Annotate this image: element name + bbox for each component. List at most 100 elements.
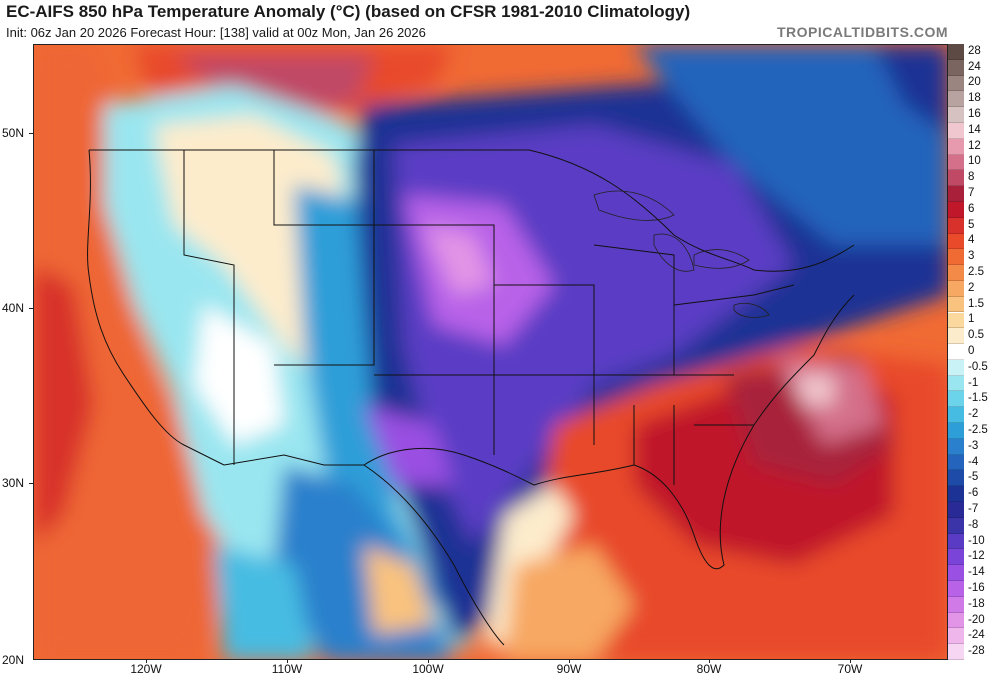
colorbar-swatch <box>948 423 964 439</box>
colorbar-label: -2 <box>968 408 979 421</box>
lon-tick <box>569 659 570 663</box>
lon-label-100w: 100W <box>412 662 444 676</box>
colorbar-swatch <box>948 265 964 281</box>
lat-tick <box>29 133 33 134</box>
colorbar-label: -0.5 <box>968 360 988 373</box>
colorbar-swatch <box>948 549 964 566</box>
forecast-info: Init: 06z Jan 20 2026 Forecast Hour: [13… <box>6 25 426 40</box>
colorbar-swatch <box>948 517 964 534</box>
lon-tick <box>146 659 147 663</box>
colorbar-label: 1 <box>968 313 975 326</box>
colorbar-label: 1.5 <box>968 297 984 310</box>
colorbar-swatch <box>948 375 964 392</box>
colorbar-label: -28 <box>968 645 985 658</box>
colorbar-legend: 28 24 20 18 16 14 12 10 8 7 6 5 4 3 2.5 2 1.5 1 0.5 0 -0.5 -1… <box>948 44 1000 660</box>
colorbar-label: -1.5 <box>968 392 988 405</box>
colorbar-swatch <box>948 296 964 313</box>
lon-label-120w: 120W <box>130 662 162 676</box>
lat-label-20n: 20N <box>2 653 25 667</box>
colorbar-label: 6 <box>968 202 975 215</box>
lakes-outline <box>593 190 770 318</box>
colorbar-swatch <box>948 122 964 139</box>
colorbar-swatch <box>948 170 964 187</box>
lon-tick <box>709 659 710 663</box>
colorbar-label: -8 <box>968 518 979 531</box>
lon-tick <box>287 659 288 663</box>
colorbar-swatch <box>948 644 964 660</box>
colorbar-label: 3 <box>968 250 975 263</box>
colorbar-swatch <box>948 138 964 155</box>
colorbar-label: 12 <box>968 139 981 152</box>
colorbar-label: 28 <box>968 44 981 57</box>
lon-tick <box>850 659 851 663</box>
colorbar-swatch <box>948 502 964 518</box>
colorbar-label: 2.5 <box>968 266 984 279</box>
colorbar-swatch <box>948 470 964 487</box>
lat-label-50n: 50N <box>2 126 25 140</box>
colorbar-swatch <box>948 233 964 250</box>
colorbar-swatch <box>948 280 964 297</box>
lat-label-30n: 30N <box>2 476 25 490</box>
colorbar-label: 18 <box>968 92 981 105</box>
colorbar-swatch <box>948 44 964 60</box>
colorbar-label: 8 <box>968 171 975 184</box>
colorbar-label: -14 <box>968 566 985 579</box>
colorbar-label: 20 <box>968 76 981 89</box>
colorbar-label: -18 <box>968 597 985 610</box>
site-brand: TROPICALTIDBITS.COM <box>776 24 948 40</box>
colorbar-label: 0.5 <box>968 329 984 342</box>
colorbar-swatch <box>948 59 964 76</box>
colorbar-swatch <box>948 628 964 645</box>
colorbar-swatch <box>948 486 964 503</box>
colorbar-label: 4 <box>968 234 975 247</box>
colorbar-label: -16 <box>968 581 985 594</box>
lon-tick <box>428 659 429 663</box>
colorbar-label: -2.5 <box>968 423 988 436</box>
colorbar-swatch <box>948 581 964 597</box>
colorbar-label: 14 <box>968 123 981 136</box>
colorbar-label: -24 <box>968 629 985 642</box>
colorbar-swatch <box>948 454 964 471</box>
colorbar-swatch <box>948 359 964 376</box>
colorbar-label: 0 <box>968 345 975 357</box>
lon-label-90w: 90W <box>556 662 582 676</box>
colorbar-swatch <box>948 312 964 329</box>
colorbar-swatch <box>948 344 964 360</box>
lon-label-110w: 110W <box>271 662 303 676</box>
colorbar-label: 24 <box>968 60 981 73</box>
colorbar-label: -20 <box>968 613 985 626</box>
chart-title: EC-AIFS 850 hPa Temperature Anomaly (°C)… <box>6 2 691 21</box>
colorbar-swatch <box>948 612 964 629</box>
lat-tick <box>29 308 33 309</box>
colorbar-swatch <box>948 186 964 202</box>
colorbar-label: -12 <box>968 550 985 563</box>
colorbar-swatch <box>948 596 964 613</box>
colorbar-swatch <box>948 91 964 108</box>
colorbar-label: 10 <box>968 155 981 168</box>
lon-label-70w: 70W <box>837 662 863 676</box>
colorbar-label: 7 <box>968 187 975 200</box>
colorbar-label: -5 <box>968 471 979 484</box>
colorbar-swatch <box>948 391 964 408</box>
colorbar-label: -6 <box>968 487 979 500</box>
colorbar-swatch <box>948 154 964 171</box>
colorbar-swatch <box>948 565 964 581</box>
colorbar-label: 16 <box>968 108 981 121</box>
colorbar-label: -4 <box>968 455 979 468</box>
colorbar-label: -7 <box>968 502 979 515</box>
colorbar-swatch <box>948 328 964 345</box>
lon-label-80w: 80W <box>696 662 722 676</box>
colorbar-swatch <box>948 75 964 92</box>
colorbar-swatch <box>948 201 964 218</box>
colorbar-swatch <box>948 533 964 550</box>
colorbar-label: -1 <box>968 376 979 389</box>
colorbar-label: 2 <box>968 281 975 294</box>
anomaly-field <box>34 45 947 659</box>
anomaly-map <box>33 44 948 660</box>
colorbar-label: -3 <box>968 439 979 452</box>
colorbar-swatch <box>948 217 964 234</box>
lat-tick <box>29 483 33 484</box>
colorbar-swatch <box>948 107 964 123</box>
colorbar-label: -10 <box>968 534 985 547</box>
colorbar-swatch <box>948 249 964 266</box>
